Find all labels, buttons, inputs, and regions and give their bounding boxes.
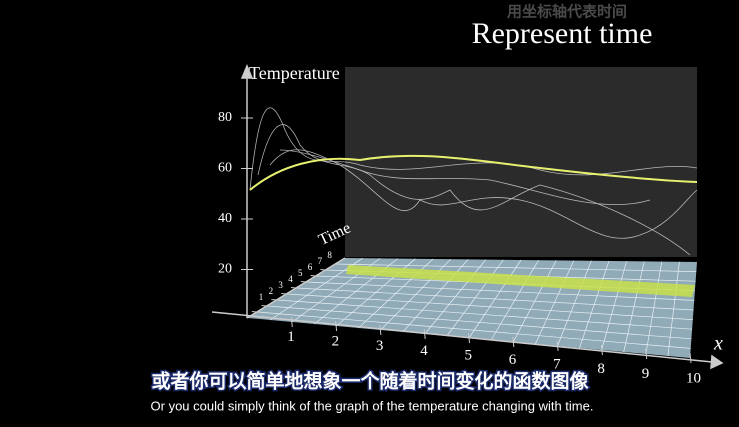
- tick-mark: [689, 352, 692, 364]
- x-tick-label: 5: [465, 347, 473, 363]
- temperature-label: Temperature: [249, 63, 340, 83]
- tick-mark: [468, 332, 470, 344]
- x-tick-label: 8: [597, 361, 605, 377]
- grid-line: [335, 263, 697, 272]
- time-tick-label: 7: [318, 256, 323, 266]
- x-label: x: [713, 333, 723, 355]
- back-plane: [345, 67, 697, 257]
- time-tick-label: 6: [308, 262, 313, 272]
- tick-mark: [645, 348, 648, 360]
- temperature-tick-label: 80: [218, 110, 232, 125]
- temperature-tick-label: 40: [218, 211, 232, 226]
- time-tick-label: 2: [269, 286, 274, 296]
- x-tick-label: 9: [642, 366, 650, 382]
- tick-mark: [290, 287, 302, 289]
- grid-line: [286, 293, 693, 320]
- x-tick-label: 1: [287, 329, 295, 345]
- grid-line: [306, 281, 695, 301]
- surface: [249, 107, 698, 256]
- x-axis: [211, 311, 713, 363]
- grid-line: [277, 299, 693, 330]
- subtitle-en: Or you could simply think of the graph o…: [151, 398, 594, 413]
- surface-highlight: [249, 154, 698, 191]
- time-tick-label: 3: [278, 280, 283, 290]
- grid-line: [257, 311, 691, 349]
- tick-mark: [290, 316, 293, 328]
- grid-line: [296, 287, 694, 311]
- x-tick-label: 6: [509, 352, 517, 368]
- time-tick-label: 4: [288, 274, 293, 284]
- tick-mark: [512, 336, 515, 348]
- tick-mark: [300, 281, 311, 283]
- tick-mark: [600, 344, 603, 356]
- time-tick-label: 1: [259, 292, 264, 302]
- temperature-arrow: [240, 64, 254, 79]
- x-tick-label: 4: [420, 343, 428, 359]
- x-tick-label: 10: [686, 370, 701, 386]
- temperature-tick-label: 60: [218, 161, 232, 176]
- tick-mark: [379, 324, 382, 336]
- time-tick-label: 5: [298, 268, 303, 278]
- temperature-tick-label: 20: [218, 262, 232, 277]
- tick-mark: [251, 311, 262, 313]
- tick-mark: [310, 275, 321, 277]
- caption-zh: 用坐标轴代表时间: [507, 3, 627, 21]
- tick-mark: [271, 299, 282, 301]
- time-tick-label: 8: [327, 250, 332, 260]
- x-tick-label: 2: [332, 334, 340, 350]
- time-slice: [346, 265, 695, 297]
- subtitle-zh: 或者你可以简单地想象一个随着时间变化的函数图像: [151, 370, 589, 393]
- tick-mark: [261, 305, 272, 307]
- x-arrow: [710, 354, 724, 370]
- tick-mark: [335, 320, 338, 332]
- x-tick-label: 7: [553, 357, 561, 373]
- x-tick-label: 3: [376, 338, 384, 354]
- tick-mark: [281, 293, 292, 295]
- tick-mark: [320, 269, 331, 271]
- tick-mark: [423, 328, 426, 340]
- grid-line: [267, 305, 692, 340]
- tick-mark: [556, 340, 559, 352]
- caption-en: Represent time: [472, 17, 653, 50]
